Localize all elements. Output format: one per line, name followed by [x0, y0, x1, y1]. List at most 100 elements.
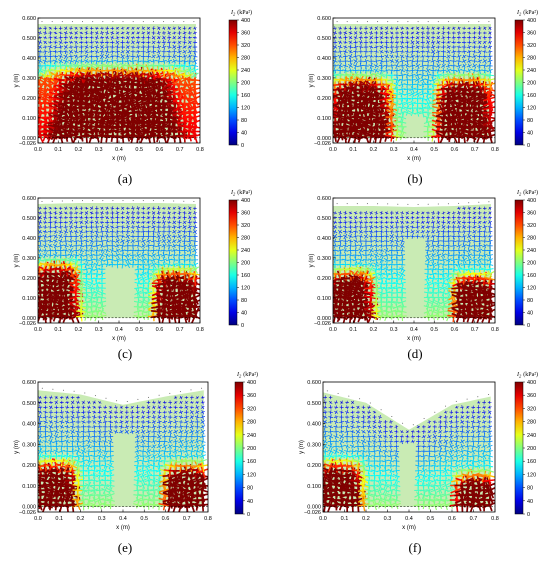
stress-mark — [370, 30, 372, 36]
stress-mark — [147, 243, 150, 249]
stress-mark — [106, 30, 108, 36]
stress-mark — [344, 49, 347, 55]
x-axis-label: x (m) — [112, 336, 126, 342]
stress-mark — [79, 287, 83, 298]
stress-mark — [488, 58, 492, 65]
stress-mark — [58, 259, 63, 270]
stress-mark — [389, 108, 395, 117]
stress-mark — [349, 229, 352, 235]
colorbar-tick-label: 80 — [527, 118, 533, 124]
stress-mark — [59, 211, 62, 215]
stress-mark — [401, 49, 403, 54]
y-axis-label: y (m) — [14, 74, 20, 88]
colorbar-tick-label: 0 — [241, 323, 244, 329]
stress-mark — [165, 69, 173, 82]
stress-mark — [193, 58, 197, 65]
stress-mark — [184, 206, 186, 210]
stress-mark — [152, 49, 155, 55]
colorbar-tick-label: 40 — [241, 131, 247, 137]
stress-mark — [425, 112, 431, 123]
y-axis-label: y (m) — [14, 254, 20, 268]
colorbar-tick-label: 120 — [241, 106, 250, 112]
stress-mark — [162, 35, 166, 40]
stress-mark — [137, 284, 139, 292]
stress-mark — [95, 35, 99, 41]
stress-mark — [79, 65, 84, 76]
stress-mark — [442, 58, 445, 65]
surface-point — [71, 21, 73, 23]
stress-mark — [178, 40, 181, 45]
x-tick-label: 0.4 — [115, 147, 123, 153]
stress-mark — [54, 54, 57, 59]
y-tick-label: 0.100 — [22, 296, 36, 302]
stress-mark — [85, 257, 88, 263]
stress-mark — [394, 108, 400, 118]
stress-mark — [188, 252, 191, 258]
stress-mark — [111, 206, 114, 211]
stress-mark — [484, 67, 486, 74]
stress-mark — [147, 48, 150, 55]
stress-mark — [166, 268, 172, 280]
stress-mark — [406, 53, 409, 60]
stress-mark — [427, 26, 429, 31]
stress-mark — [49, 248, 52, 253]
stress-mark — [54, 219, 57, 225]
colorbar — [514, 19, 524, 146]
stress-mark — [126, 238, 130, 244]
stress-mark — [85, 44, 88, 50]
surface-point — [193, 201, 195, 202]
stress-mark — [121, 220, 124, 224]
stress-mark — [489, 71, 491, 79]
stress-mark — [121, 252, 124, 259]
stress-mark — [193, 62, 197, 70]
stress-mark — [431, 85, 435, 94]
stress-mark — [353, 58, 358, 64]
stress-mark — [339, 26, 341, 30]
stress-mark — [178, 30, 181, 36]
stress-mark — [152, 233, 155, 240]
stress-mark — [131, 239, 135, 244]
stress-mark — [152, 243, 155, 249]
stress-mark — [64, 61, 68, 70]
surface-point — [163, 21, 165, 23]
stress-mark — [116, 229, 119, 234]
stress-mark — [416, 45, 420, 50]
stress-mark — [431, 58, 435, 64]
stress-mark — [436, 71, 440, 79]
stress-mark — [458, 58, 460, 65]
surface-point — [102, 200, 104, 202]
colorbar-tick-label: 400 — [527, 18, 536, 24]
stress-mark — [38, 229, 42, 234]
stress-mark — [80, 215, 83, 220]
stress-mark — [415, 62, 420, 69]
stress-mark — [375, 233, 378, 240]
stress-mark — [120, 62, 126, 70]
x-tick-label: 0.5 — [135, 147, 143, 153]
stress-mark — [369, 211, 373, 215]
stress-mark — [94, 61, 100, 71]
stress-mark — [421, 107, 425, 118]
stress-mark — [416, 68, 419, 73]
stress-mark — [391, 26, 393, 30]
stress-mark — [369, 257, 373, 263]
stress-mark — [348, 263, 353, 276]
stress-mark — [431, 125, 435, 138]
stress-mark — [363, 270, 369, 287]
stress-mark — [106, 58, 109, 64]
stress-mark — [442, 31, 445, 35]
stress-mark — [436, 117, 441, 128]
stress-mark — [178, 230, 181, 234]
surface-point — [173, 21, 175, 23]
stress-mark — [369, 262, 373, 267]
stress-mark — [85, 40, 88, 45]
stress-mark — [85, 215, 88, 220]
stress-mark — [125, 261, 130, 269]
stress-mark — [91, 30, 93, 36]
surface-point — [102, 21, 104, 23]
stress-mark — [104, 79, 110, 90]
stress-mark — [44, 215, 47, 221]
stress-mark — [49, 53, 51, 59]
stress-mark — [152, 211, 156, 215]
stress-mark — [359, 229, 363, 234]
surface-point — [447, 21, 449, 23]
